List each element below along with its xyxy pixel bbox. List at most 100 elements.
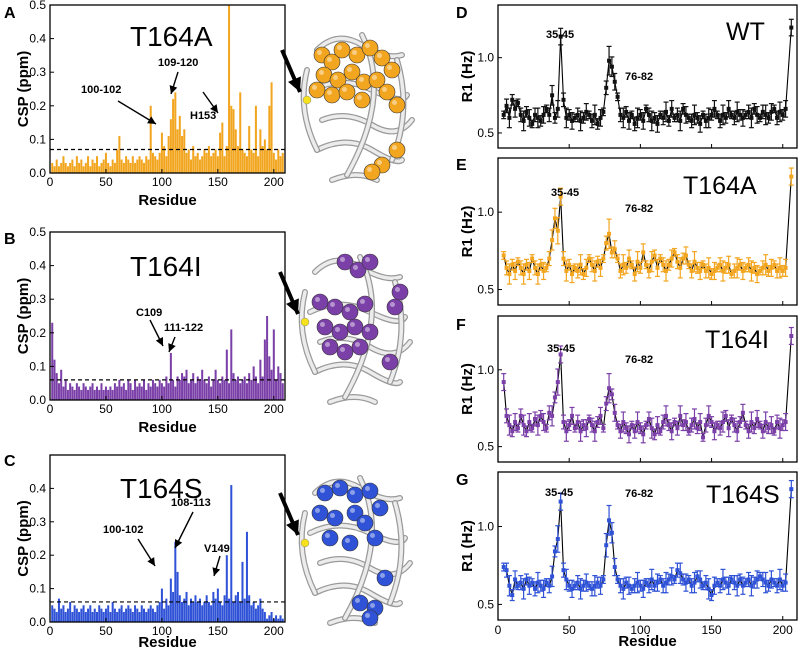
r1-point bbox=[746, 262, 751, 267]
csp-bar bbox=[165, 376, 168, 400]
r1-point bbox=[538, 413, 543, 418]
csp-bar bbox=[205, 595, 208, 622]
r1-point bbox=[592, 268, 597, 273]
r1-point bbox=[732, 580, 737, 585]
r1-point bbox=[604, 241, 609, 246]
csp-bar bbox=[84, 162, 87, 173]
y-tick-label: 0.5 bbox=[29, 225, 46, 239]
mutation-site-arrow-head bbox=[286, 519, 299, 535]
r1-point bbox=[607, 58, 612, 63]
r1-point bbox=[769, 423, 774, 428]
r1-point bbox=[572, 115, 577, 120]
csp-bar bbox=[254, 105, 257, 173]
csp-bar bbox=[277, 618, 280, 622]
csp-bar bbox=[136, 608, 139, 622]
r1-point bbox=[609, 530, 614, 535]
csp-bar bbox=[62, 386, 65, 400]
r1-point bbox=[572, 426, 577, 431]
r1-point bbox=[689, 268, 694, 273]
csp-bar bbox=[131, 156, 134, 173]
csp-bar bbox=[82, 605, 85, 622]
r1-point bbox=[552, 115, 557, 120]
annotation-arrow-head bbox=[175, 539, 183, 548]
sphere-shine bbox=[365, 43, 370, 48]
r1-point bbox=[661, 115, 666, 120]
residue-sphere bbox=[311, 504, 329, 522]
r1-point bbox=[618, 268, 623, 273]
ribbon-strand-highlight bbox=[388, 501, 404, 605]
csp-bar bbox=[69, 162, 72, 173]
r1-point bbox=[635, 580, 640, 585]
sphere-shine bbox=[350, 490, 355, 495]
r1-point bbox=[521, 118, 526, 123]
r1-point bbox=[638, 112, 643, 117]
r1-point bbox=[518, 112, 523, 117]
protein-structure-orange bbox=[300, 32, 415, 183]
region-annotation: 76-82 bbox=[625, 354, 653, 366]
csp-bar bbox=[216, 379, 219, 400]
r1-point bbox=[780, 268, 785, 273]
r1-point bbox=[706, 265, 711, 270]
r1-point bbox=[749, 268, 754, 273]
r1-point bbox=[541, 586, 546, 591]
csp-bar bbox=[187, 149, 190, 173]
variant-title: T164I bbox=[705, 326, 769, 354]
r1-point bbox=[589, 586, 594, 591]
mutation-site-arrow-head bbox=[288, 76, 301, 92]
r1-point bbox=[564, 429, 569, 434]
csp-bar bbox=[111, 601, 114, 622]
sphere-shine bbox=[345, 538, 350, 543]
csp-bar bbox=[216, 156, 219, 173]
r1-point bbox=[675, 426, 680, 431]
csp-bar bbox=[194, 595, 197, 622]
csp-bar bbox=[138, 611, 141, 622]
csp-bar bbox=[75, 608, 78, 622]
r1-point bbox=[735, 583, 740, 588]
csp-bar bbox=[73, 166, 76, 173]
r1-point bbox=[550, 574, 555, 579]
csp-bar bbox=[223, 156, 226, 173]
panel-letter: F bbox=[456, 317, 466, 334]
r1-point bbox=[649, 577, 654, 582]
x-tick-label: 200 bbox=[773, 623, 793, 637]
r1-point bbox=[584, 426, 589, 431]
r1-point bbox=[535, 423, 540, 428]
r1-point bbox=[609, 250, 614, 255]
r1-point bbox=[584, 109, 589, 114]
x-tick-label: 0 bbox=[47, 624, 54, 638]
r1-panel-d: 0.5 1.0R1 (Hz) D WT 35-45 76-82 bbox=[456, 4, 798, 149]
r1-point bbox=[783, 420, 788, 425]
variant-title: T164S bbox=[120, 473, 203, 504]
r1-point bbox=[641, 432, 646, 437]
sphere-shine bbox=[377, 53, 382, 58]
r1-point bbox=[524, 262, 529, 267]
r1-point bbox=[681, 423, 686, 428]
residue-sphere bbox=[323, 53, 341, 71]
mutation-site-arrow bbox=[278, 492, 300, 536]
r1-point bbox=[706, 413, 711, 418]
csp-bar bbox=[75, 156, 78, 173]
csp-bar bbox=[160, 383, 163, 400]
y-tick-label: 0.5 bbox=[29, 0, 46, 12]
csp-bar bbox=[257, 605, 260, 622]
r1-point bbox=[635, 420, 640, 425]
r1-point bbox=[615, 577, 620, 582]
csp-bar bbox=[270, 82, 273, 173]
r1-point bbox=[695, 115, 700, 120]
r1-point bbox=[755, 577, 760, 582]
r1-point bbox=[712, 583, 717, 588]
r1-point bbox=[575, 580, 580, 585]
r1-point bbox=[592, 112, 597, 117]
r1-point bbox=[780, 112, 785, 117]
csp-bar bbox=[138, 383, 141, 400]
csp-bar bbox=[95, 156, 99, 173]
r1-point bbox=[555, 536, 560, 541]
csp-bar bbox=[118, 136, 121, 173]
r1-point bbox=[698, 121, 703, 126]
csp-bar bbox=[277, 149, 280, 173]
csp-bar bbox=[207, 146, 210, 173]
csp-bar bbox=[53, 166, 56, 173]
r1-point bbox=[515, 583, 520, 588]
r1-point bbox=[607, 231, 612, 236]
csp-bar bbox=[272, 329, 275, 400]
